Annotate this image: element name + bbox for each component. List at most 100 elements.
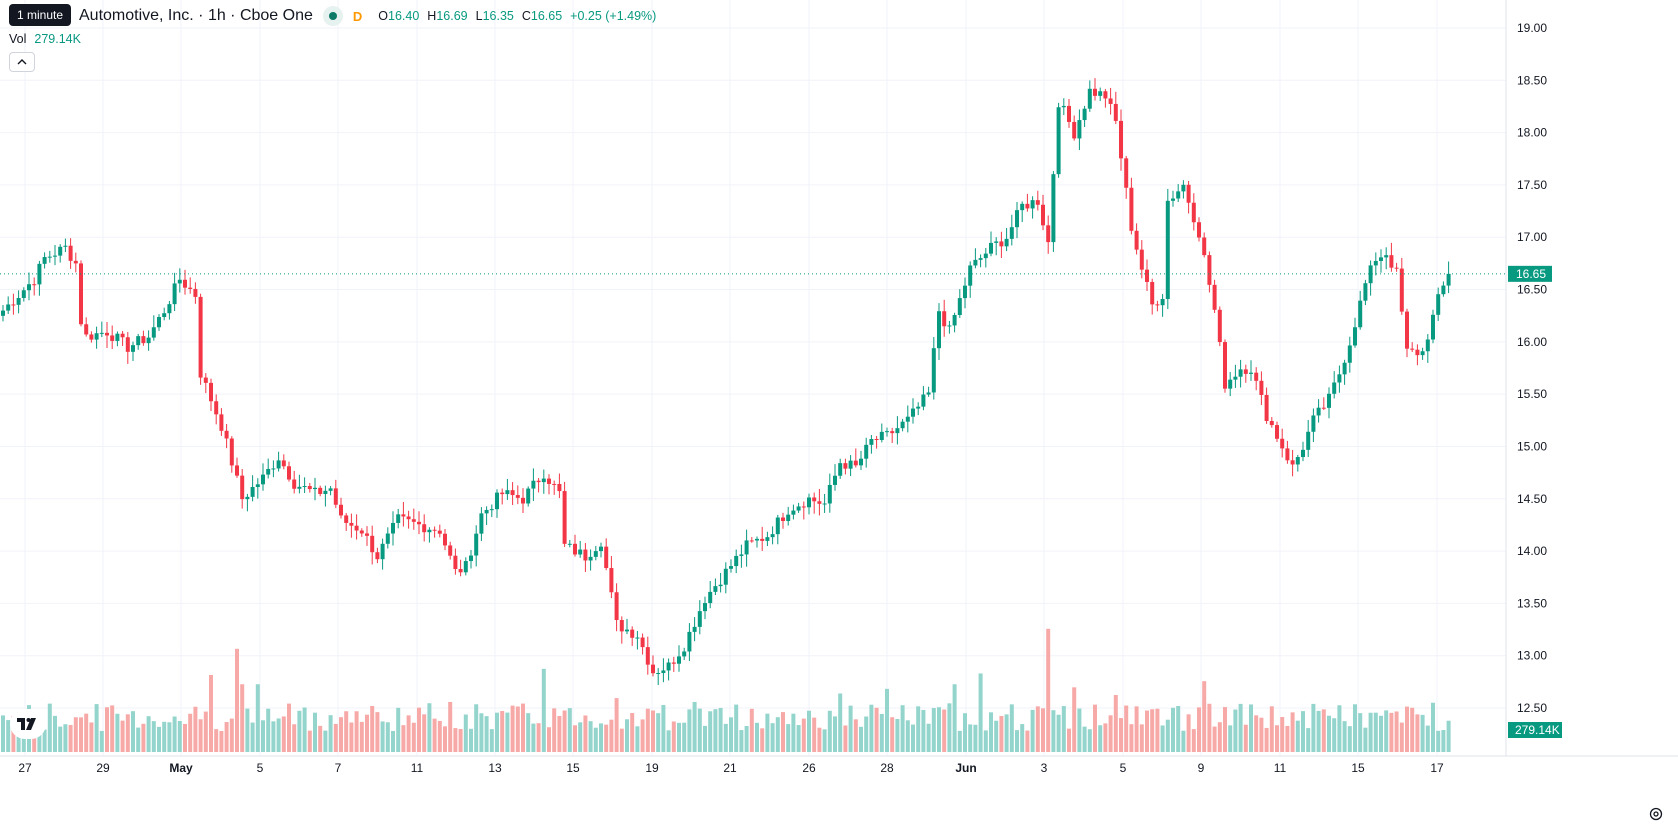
candle-body <box>1093 88 1097 96</box>
volume-bar <box>396 707 401 752</box>
volume-bar <box>1394 711 1399 752</box>
volume-bar <box>708 711 713 752</box>
candle-body <box>1295 457 1300 465</box>
candle-body <box>417 521 421 525</box>
candle-body <box>463 561 468 573</box>
candle-body <box>547 478 551 484</box>
candle-body <box>177 279 182 284</box>
candle-body <box>1321 407 1326 409</box>
candle-body <box>1306 431 1311 450</box>
last-price-label: 16.65 <box>1516 267 1546 281</box>
interval-badge[interactable]: D <box>352 8 363 24</box>
volume-bar <box>318 725 323 752</box>
candle-body <box>1373 260 1378 266</box>
candle-body <box>125 337 130 352</box>
open-value: 16.40 <box>388 9 420 23</box>
candle-body <box>619 619 624 632</box>
candle-body <box>1191 202 1196 223</box>
volume-bar <box>354 711 359 752</box>
candle-body <box>1171 198 1175 201</box>
volume-bar <box>801 718 806 752</box>
candle-body <box>781 517 785 522</box>
candle-body <box>661 670 666 674</box>
candle-body <box>203 377 208 383</box>
candle-body <box>1280 438 1285 449</box>
volume-bar <box>552 708 557 752</box>
volume-bar <box>838 693 843 752</box>
collapse-legend-button[interactable] <box>9 52 35 72</box>
change-value: +0.25 (+1.49%) <box>570 9 657 23</box>
volume-bar <box>68 724 73 752</box>
candle-body <box>640 637 645 648</box>
volume-bar <box>313 712 317 752</box>
volume-bar <box>1353 704 1357 752</box>
volume-bar <box>1280 717 1285 752</box>
volume-bar <box>1176 705 1181 752</box>
volume-bar <box>1259 717 1264 752</box>
candle-body <box>84 324 89 335</box>
volume-bar <box>479 713 484 752</box>
candle-body <box>1264 394 1269 421</box>
volume-bar <box>131 711 135 752</box>
volume-bar <box>1223 707 1227 752</box>
volume-bar <box>609 719 614 752</box>
volume-bar <box>125 714 130 752</box>
candle-body <box>697 611 702 627</box>
volume-bar <box>562 710 567 752</box>
volume-bar <box>146 716 151 752</box>
volume-bar <box>1420 714 1425 752</box>
volume-bar <box>183 723 187 752</box>
price-tick-label: 16.00 <box>1517 335 1547 349</box>
tradingview-logo[interactable] <box>10 709 46 739</box>
volume-bar <box>1165 719 1170 752</box>
volume-bar <box>453 728 458 752</box>
candle-body <box>900 421 905 429</box>
candle-body <box>141 336 146 344</box>
candle-body <box>505 490 510 495</box>
candle-body <box>1103 91 1108 99</box>
volume-bar <box>952 684 957 752</box>
candle-body <box>895 428 900 434</box>
time-tick-label: 26 <box>802 761 816 775</box>
candle-body <box>307 486 312 490</box>
candle-body <box>859 458 863 466</box>
volume-bar <box>968 724 973 752</box>
last-volume-label-bg <box>1508 722 1562 738</box>
candle-body <box>1 310 5 316</box>
volume-bar <box>370 705 375 752</box>
candle-body <box>53 255 57 257</box>
volume-label[interactable]: Vol <box>9 32 27 46</box>
candle-body <box>11 304 16 306</box>
candle-body <box>838 463 843 476</box>
volume-bar <box>458 729 463 752</box>
volume-bar <box>734 704 739 752</box>
volume-bar <box>983 730 988 752</box>
settings-gear-icon[interactable] <box>1648 806 1664 827</box>
candle-body <box>1275 425 1279 439</box>
candle-body <box>744 540 749 555</box>
volume-bar <box>1321 709 1326 752</box>
candle-body <box>588 556 593 561</box>
candle-body <box>281 460 286 467</box>
candle-body <box>21 290 26 298</box>
market-status-icon[interactable] <box>322 6 343 26</box>
candle-body <box>1129 187 1134 231</box>
symbol-title[interactable]: Automotive, Inc. · 1h · Cboe One <box>79 7 313 24</box>
volume-bar <box>37 721 42 752</box>
candle-body <box>391 522 395 534</box>
candle-body <box>1035 200 1040 205</box>
volume-bar <box>1363 727 1368 752</box>
candle-body <box>1020 203 1025 211</box>
candle-body <box>531 480 536 489</box>
volume-bar <box>526 713 531 752</box>
volume-bar <box>214 729 219 752</box>
candle-body <box>1124 158 1129 188</box>
volume-bar <box>89 722 94 752</box>
candle-body <box>1082 108 1087 121</box>
chevron-up-icon <box>17 59 27 65</box>
volume-bar <box>635 726 640 752</box>
candle-body <box>1405 311 1409 349</box>
volume-legend: Vol 279.14K <box>9 32 81 46</box>
